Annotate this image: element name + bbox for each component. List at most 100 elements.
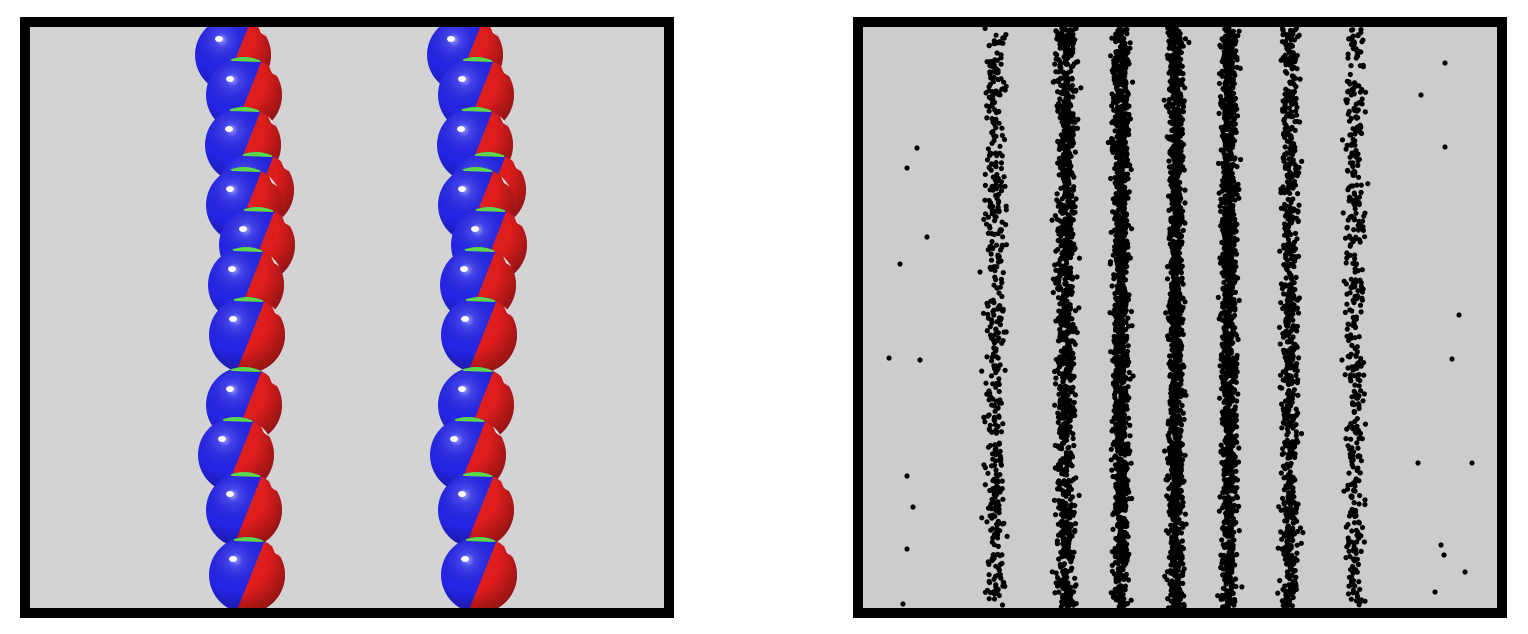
- particle: [998, 228, 1004, 234]
- particle: [1110, 143, 1116, 149]
- particle: [1113, 314, 1119, 320]
- particle: [1169, 544, 1175, 551]
- particle: [982, 482, 988, 488]
- particle: [996, 440, 1003, 446]
- particle: [1001, 136, 1008, 143]
- particle: [1110, 209, 1116, 215]
- particle: [1003, 242, 1010, 248]
- particle: [1121, 403, 1128, 409]
- particle: [1165, 333, 1171, 339]
- particle: [982, 419, 988, 425]
- particle: [1177, 596, 1183, 602]
- particle: [1113, 161, 1119, 167]
- particle: [1116, 468, 1122, 474]
- particle: [1064, 33, 1070, 39]
- particle: [1073, 88, 1079, 94]
- particle: [1117, 605, 1123, 608]
- particle: [1176, 324, 1182, 330]
- particle: [1165, 30, 1171, 36]
- particle: [1002, 183, 1008, 189]
- particle: [1117, 192, 1124, 198]
- particle: [1119, 133, 1125, 139]
- particle: [1002, 583, 1008, 590]
- particle: [1220, 542, 1226, 548]
- particle: [989, 59, 995, 65]
- particle: [1063, 280, 1069, 286]
- particle: [993, 489, 999, 495]
- particle: [992, 177, 998, 183]
- particle: [1126, 496, 1132, 502]
- particle: [1067, 269, 1073, 275]
- particle: [997, 572, 1003, 578]
- particle: [1068, 194, 1074, 200]
- particle: [1114, 234, 1120, 240]
- particle: [1175, 494, 1181, 500]
- particle: [1067, 324, 1073, 330]
- particle: [1067, 304, 1073, 311]
- particle: [995, 565, 1002, 571]
- particle: [1217, 494, 1223, 500]
- particle: [1169, 538, 1175, 544]
- particle: [1176, 250, 1183, 256]
- particle: [1109, 136, 1115, 142]
- particle: [1168, 426, 1174, 432]
- particle: [1175, 436, 1181, 443]
- particle: [1120, 104, 1126, 110]
- particle: [1064, 584, 1070, 590]
- particle: [986, 108, 992, 114]
- particle: [994, 521, 1000, 527]
- particle: [1071, 210, 1077, 216]
- particle: [991, 576, 997, 582]
- particle: [994, 50, 1000, 56]
- particle: [1163, 103, 1169, 109]
- particle: [1115, 82, 1121, 88]
- particle: [993, 326, 999, 333]
- particle: [1175, 465, 1182, 471]
- particle: [1122, 529, 1128, 536]
- particle: [1125, 362, 1131, 368]
- particle: [992, 442, 998, 448]
- particle: [1070, 431, 1076, 437]
- particle: [1062, 349, 1068, 355]
- particle: [1169, 264, 1175, 270]
- particle: [1064, 240, 1070, 246]
- particle: [1122, 201, 1128, 207]
- particle: [1057, 330, 1063, 336]
- particle: [1109, 67, 1115, 74]
- particle: [1216, 508, 1222, 514]
- particle: [1052, 402, 1058, 408]
- particle: [998, 400, 1005, 406]
- particle: [1119, 299, 1125, 305]
- particle: [1176, 474, 1182, 480]
- particle: [1109, 467, 1115, 473]
- particle: [1175, 301, 1181, 307]
- particle: [1120, 409, 1126, 415]
- particle: [1067, 27, 1073, 33]
- particle: [985, 230, 992, 236]
- particle: [1114, 399, 1120, 405]
- particle: [1072, 583, 1078, 589]
- particle: [1173, 597, 1180, 604]
- particle: [1177, 573, 1183, 579]
- particle: [1126, 103, 1132, 109]
- particle: [991, 499, 998, 505]
- particle: [997, 362, 1003, 368]
- particle: [996, 414, 1002, 420]
- particle: [1121, 35, 1127, 42]
- particle: [1179, 538, 1185, 544]
- particle: [993, 242, 1000, 248]
- particle: [1176, 580, 1182, 586]
- particle: [1063, 467, 1069, 473]
- particle: [1176, 120, 1182, 126]
- particle: [1058, 60, 1064, 67]
- particle: [1055, 89, 1061, 95]
- particle: [1055, 247, 1061, 253]
- particle: [1179, 544, 1185, 550]
- particle: [1112, 216, 1118, 222]
- particle: [1118, 459, 1125, 465]
- particle: [1062, 336, 1068, 342]
- particle: [1056, 283, 1062, 289]
- particle: [1056, 146, 1062, 152]
- particle: [1170, 241, 1176, 247]
